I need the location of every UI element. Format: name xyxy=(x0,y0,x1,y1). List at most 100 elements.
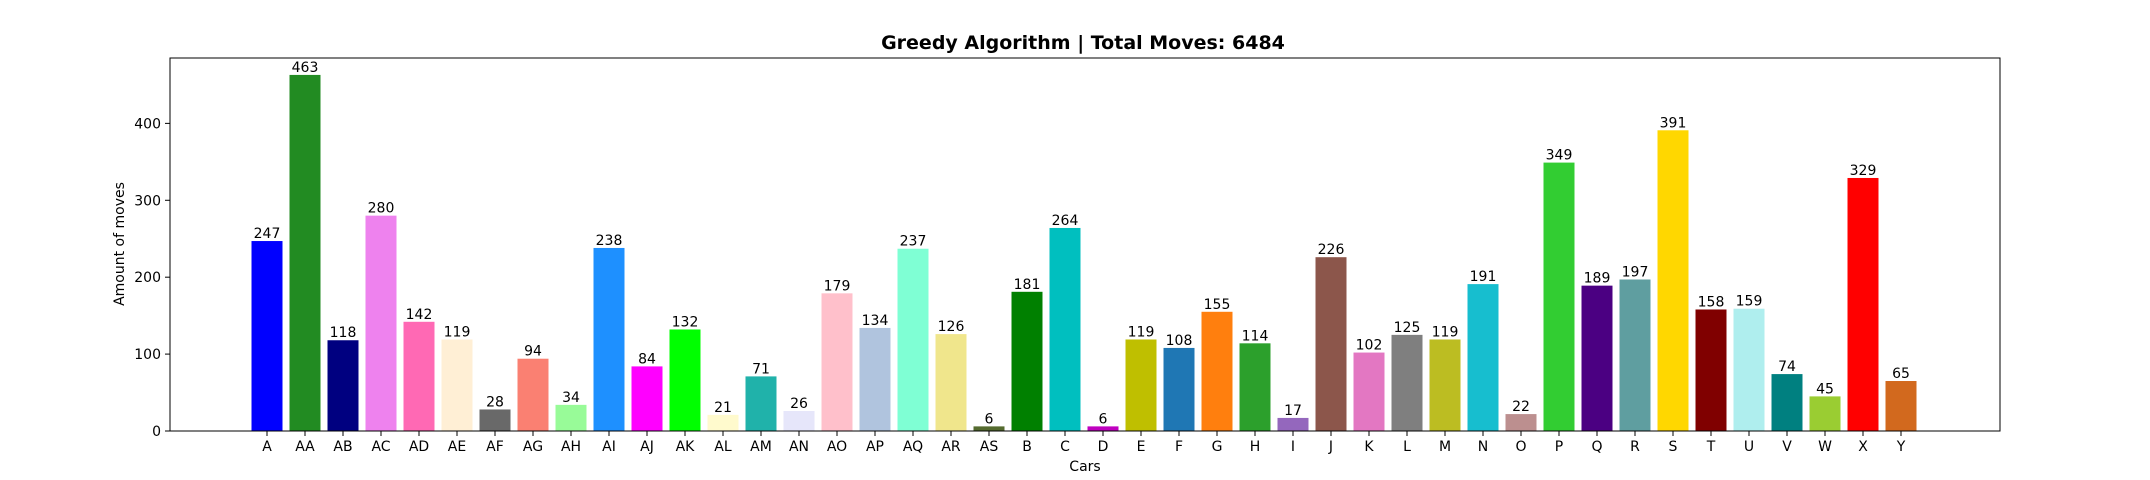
x-tick-label: AL xyxy=(714,439,732,455)
bar-am xyxy=(745,376,777,431)
data-label-u: 159 xyxy=(1736,294,1763,310)
data-label-l: 125 xyxy=(1394,320,1421,336)
x-tick-label: AC xyxy=(371,439,390,455)
data-label-ad: 142 xyxy=(406,307,433,323)
x-tick-label: K xyxy=(1364,439,1374,455)
x-tick-label: Q xyxy=(1591,439,1602,455)
x-tick-label: O xyxy=(1515,439,1526,455)
x-tick-label: AP xyxy=(866,439,884,455)
bar-r xyxy=(1619,279,1651,431)
x-tick-label: F xyxy=(1175,439,1183,455)
bar-h xyxy=(1239,343,1271,431)
bar-t xyxy=(1695,309,1727,431)
bar-a xyxy=(251,241,283,431)
bar-y xyxy=(1885,381,1917,431)
bar-aq xyxy=(897,248,929,431)
x-tick-label: D xyxy=(1098,439,1109,455)
y-tick-label: 400 xyxy=(134,116,161,132)
data-label-b: 181 xyxy=(1014,277,1041,293)
data-label-ab: 118 xyxy=(330,325,357,341)
bar-n xyxy=(1467,284,1499,431)
x-axis: A AA AB AC AD AE AF AG AH AI AJ AK AL AM AN AO AP AQ AR AS B… xyxy=(262,431,1906,455)
data-label-f: 108 xyxy=(1166,333,1193,349)
x-tick-label: AK xyxy=(676,439,696,455)
x-tick-label: AD xyxy=(409,439,429,455)
x-tick-label: AM xyxy=(750,439,772,455)
x-tick-label: J xyxy=(1328,439,1333,455)
bar-aj xyxy=(631,366,663,431)
x-tick-label: P xyxy=(1555,439,1563,455)
bar-ak xyxy=(669,329,701,431)
bar-w xyxy=(1809,396,1841,431)
bar-ab xyxy=(327,340,359,431)
bar-as xyxy=(973,426,1005,431)
x-tick-label: L xyxy=(1403,439,1411,455)
bar-an xyxy=(783,411,815,431)
data-label-ar: 126 xyxy=(938,319,965,335)
bar-s xyxy=(1657,130,1689,431)
bar-p xyxy=(1543,162,1575,431)
bar-ac xyxy=(365,215,397,431)
x-tick-label: S xyxy=(1669,439,1678,455)
bars xyxy=(251,74,1917,431)
y-axis: 0 100 200 300 400 xyxy=(134,116,170,440)
bar-ap xyxy=(859,327,891,431)
data-label-ac: 280 xyxy=(368,201,395,217)
data-label-q: 189 xyxy=(1584,271,1611,287)
bar-k xyxy=(1353,352,1385,431)
bar-d xyxy=(1087,426,1119,431)
bar-g xyxy=(1201,311,1233,431)
data-label-w: 45 xyxy=(1816,381,1834,397)
x-tick-label: AE xyxy=(448,439,466,455)
data-label-g: 155 xyxy=(1204,297,1231,313)
data-label-d: 6 xyxy=(1099,411,1108,427)
bar-ag xyxy=(517,358,549,431)
data-label-m: 119 xyxy=(1432,324,1459,340)
data-label-ak: 132 xyxy=(672,314,699,330)
bar-c xyxy=(1049,227,1081,431)
x-tick-label: Y xyxy=(1896,439,1906,455)
data-label-aq: 237 xyxy=(900,234,927,250)
y-tick-label: 200 xyxy=(134,270,161,286)
bar-m xyxy=(1429,339,1461,431)
data-label-aa: 463 xyxy=(292,60,319,76)
data-label-ao: 179 xyxy=(824,278,851,294)
x-tick-label: V xyxy=(1782,439,1792,455)
data-label-n: 191 xyxy=(1470,269,1497,285)
bar-f xyxy=(1163,347,1195,431)
data-label-ap: 134 xyxy=(862,313,889,329)
data-label-al: 21 xyxy=(714,400,732,416)
bar-ae xyxy=(441,339,473,431)
bar-ao xyxy=(821,293,853,431)
x-tick-label: AN xyxy=(789,439,809,455)
bar-af xyxy=(479,409,511,431)
x-tick-label: X xyxy=(1858,439,1868,455)
bar-aa xyxy=(289,74,321,431)
x-tick-label: A xyxy=(262,439,272,455)
bar-al xyxy=(707,414,739,431)
x-tick-label: R xyxy=(1630,439,1640,455)
x-tick-label: E xyxy=(1137,439,1146,455)
bar-l xyxy=(1391,334,1423,431)
data-label-af: 28 xyxy=(486,394,504,410)
bar-q xyxy=(1581,285,1613,431)
x-tick-label: AQ xyxy=(903,439,923,455)
chart-title: Greedy Algorithm | Total Moves: 6484 xyxy=(881,32,1285,54)
data-label-x: 329 xyxy=(1850,163,1877,179)
data-label-a: 247 xyxy=(254,226,281,242)
data-label-k: 102 xyxy=(1356,338,1383,354)
x-axis-label: Cars xyxy=(1069,459,1100,475)
x-tick-label: W xyxy=(1818,439,1832,455)
x-tick-label: AR xyxy=(941,439,961,455)
x-tick-label: AO xyxy=(827,439,847,455)
data-label-o: 22 xyxy=(1512,399,1530,415)
bar-b xyxy=(1011,291,1043,431)
x-tick-label: AH xyxy=(561,439,581,455)
x-tick-label: T xyxy=(1706,439,1716,455)
data-label-c: 264 xyxy=(1052,213,1079,229)
x-tick-label: C xyxy=(1060,439,1070,455)
x-tick-label: AS xyxy=(980,439,999,455)
x-tick-label: AB xyxy=(333,439,352,455)
data-label-t: 158 xyxy=(1698,294,1725,310)
